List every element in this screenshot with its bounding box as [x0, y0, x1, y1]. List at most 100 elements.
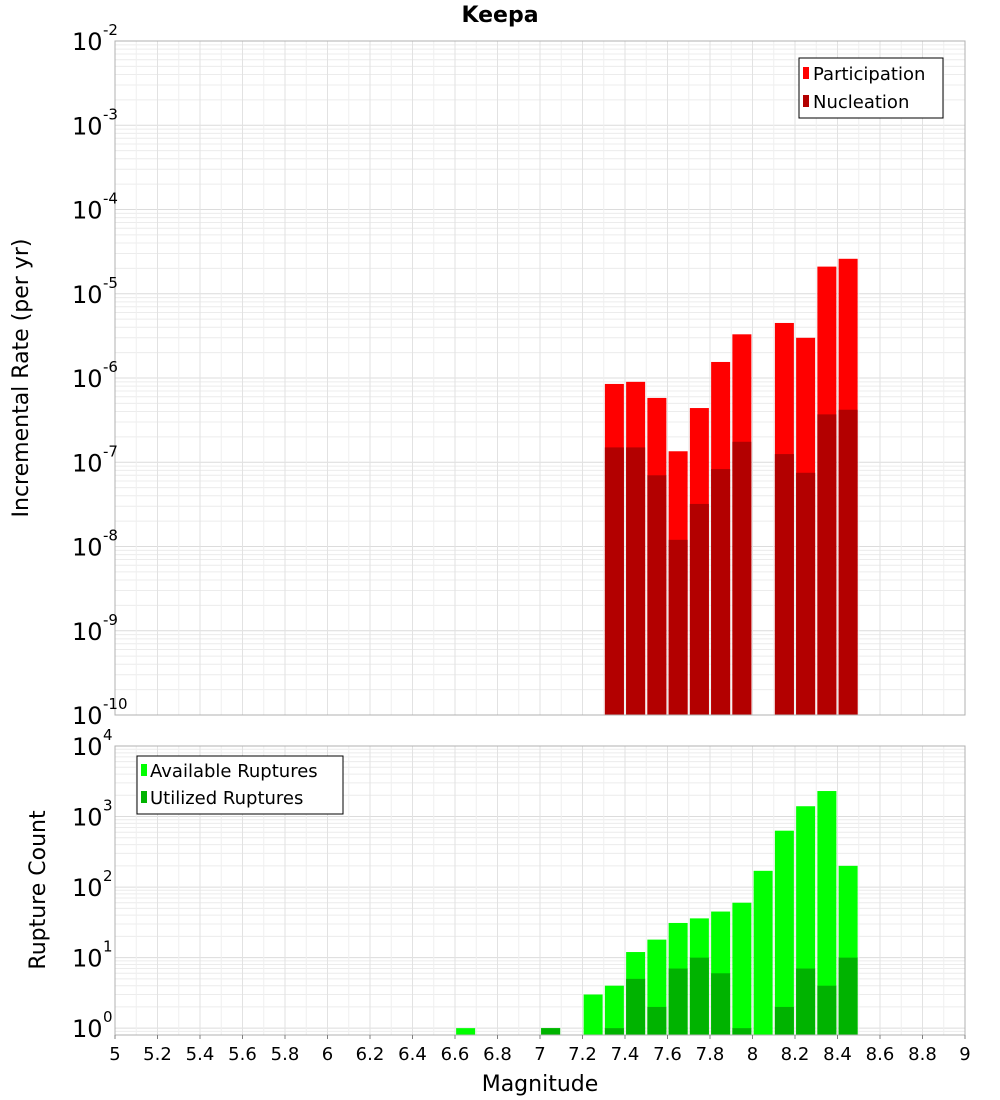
- count-y-tick-label: 10: [72, 874, 103, 902]
- top-plot-frame: [114, 40, 966, 716]
- rate-y-tick-exponent: -7: [103, 442, 118, 460]
- rate-y-tick-label: 10: [72, 702, 103, 730]
- rate-bar-s1: [668, 539, 688, 715]
- count-y-tick-label: 10: [72, 945, 103, 973]
- top-y-axis-label: Incremental Rate (per yr): [9, 239, 34, 518]
- x-tick-label: 5.4: [186, 1044, 215, 1065]
- x-tick-label: 6.8: [483, 1044, 512, 1065]
- x-tick-label: 8.8: [908, 1044, 937, 1065]
- rate-bar-s1: [774, 454, 794, 715]
- count-y-tick-exponent: 0: [103, 1008, 113, 1026]
- count-bar-s1: [604, 1028, 624, 1035]
- rate-bar-s1: [796, 472, 816, 715]
- rate-y-tick-label: 10: [72, 618, 103, 646]
- rate-y-tick-label: 10: [72, 449, 103, 477]
- rate-y-tick-exponent: -2: [103, 21, 118, 39]
- rate-y-tick-label: 10: [72, 281, 103, 309]
- legend-swatch-participation: [803, 67, 809, 79]
- count-y-tick-label: 10: [72, 1015, 103, 1043]
- rate-y-tick-label: 10: [72, 534, 103, 562]
- legend-label-nucleation: Nucleation: [813, 92, 909, 113]
- rate-y-tick-exponent: -4: [103, 190, 118, 208]
- count-bar-s1: [689, 957, 709, 1035]
- count-bar-s1: [796, 968, 816, 1035]
- rate-bar-s1: [838, 409, 858, 715]
- count-y-tick-exponent: 2: [103, 867, 113, 885]
- bottom-x-ticks: 5 5.2 5.4 5.6 5.8 6 6.2 6.4 6.6 6.8 7 7.2 7.4 7.6 7.8 8…: [109, 1035, 971, 1065]
- count-y-tick-label: 10: [72, 804, 103, 832]
- count-y-tick-label: 10: [72, 733, 103, 761]
- count-bar-s1: [838, 957, 858, 1035]
- count-y-tick-exponent: 3: [103, 797, 113, 815]
- count-bar-s0: [817, 791, 837, 1035]
- x-tick-label: 5: [109, 1044, 120, 1065]
- count-bar-s0: [604, 985, 624, 1035]
- count-y-tick-exponent: 1: [103, 938, 113, 956]
- x-axis-label: Magnitude: [482, 1072, 599, 1097]
- count-y-tick-exponent: 4: [103, 726, 113, 744]
- rate-y-tick-label: 10: [72, 112, 103, 140]
- x-tick-label: 9: [959, 1044, 970, 1065]
- rate-y-tick-label: 10: [72, 28, 103, 56]
- count-bar-s1: [647, 1006, 667, 1035]
- rate-y-tick-exponent: -3: [103, 105, 118, 123]
- count-bar-s1: [711, 973, 731, 1035]
- top-legend-box: [798, 57, 944, 119]
- count-bar-s1: [817, 985, 837, 1035]
- legend-swatch-utilized: [141, 791, 147, 803]
- count-bar-s1: [668, 968, 688, 1035]
- bottom-legend: Available Ruptures Utilized Ruptures: [136, 755, 344, 815]
- top-legend: Participation Nucleation: [798, 57, 944, 119]
- x-tick-label: 5.2: [143, 1044, 172, 1065]
- rate-y-tick-exponent: -5: [103, 274, 118, 292]
- x-tick-label: 7.4: [611, 1044, 640, 1065]
- bottom-legend-box: [136, 755, 344, 815]
- count-bar-s0: [774, 830, 794, 1035]
- rate-bar-s1: [604, 447, 624, 715]
- rate-bar-s1: [711, 469, 731, 715]
- count-bar-s1: [626, 978, 646, 1035]
- count-bar-s0: [456, 1028, 476, 1035]
- rate-bar-s1: [817, 414, 837, 715]
- rate-bar-s1: [626, 447, 646, 715]
- bottom-y-axis-label: Rupture Count: [26, 810, 51, 970]
- count-bar-s0: [583, 994, 603, 1035]
- x-tick-label: 8.6: [866, 1044, 895, 1065]
- chart-title: Keepa: [461, 3, 538, 28]
- x-tick-label: 6.4: [398, 1044, 427, 1065]
- legend-label-utilized: Utilized Ruptures: [150, 788, 303, 809]
- rate-y-tick-exponent: -6: [103, 358, 118, 376]
- x-tick-label: 5.6: [228, 1044, 257, 1065]
- x-tick-label: 7: [534, 1044, 545, 1065]
- x-tick-label: 7.8: [696, 1044, 725, 1065]
- count-bar-s0: [753, 870, 773, 1035]
- count-bar-s1: [541, 1028, 561, 1035]
- rate-y-tick-exponent: -10: [103, 695, 128, 713]
- rate-bar-s1: [647, 475, 667, 715]
- x-tick-label: 6.2: [356, 1044, 385, 1065]
- count-bar-s1: [732, 1028, 752, 1035]
- rate-bar-s1: [732, 441, 752, 715]
- x-tick-label: 7.2: [568, 1044, 597, 1065]
- rate-y-tick-exponent: -9: [103, 611, 118, 629]
- count-bar-s1: [774, 1006, 794, 1035]
- count-bar-s0: [732, 902, 752, 1035]
- top-grid: [114, 40, 966, 716]
- x-tick-label: 7.6: [653, 1044, 682, 1065]
- legend-label-participation: Participation: [813, 64, 925, 85]
- legend-swatch-nucleation: [803, 95, 809, 107]
- rate-y-tick-label: 10: [72, 365, 103, 393]
- x-tick-label: 8.2: [781, 1044, 810, 1065]
- legend-swatch-available: [141, 764, 147, 776]
- x-tick-label: 5.8: [271, 1044, 300, 1065]
- legend-label-available: Available Ruptures: [150, 761, 318, 782]
- rate-bar-s1: [689, 503, 709, 715]
- x-tick-label: 8: [747, 1044, 758, 1065]
- x-tick-label: 6.6: [441, 1044, 470, 1065]
- x-tick-label: 6: [322, 1044, 333, 1065]
